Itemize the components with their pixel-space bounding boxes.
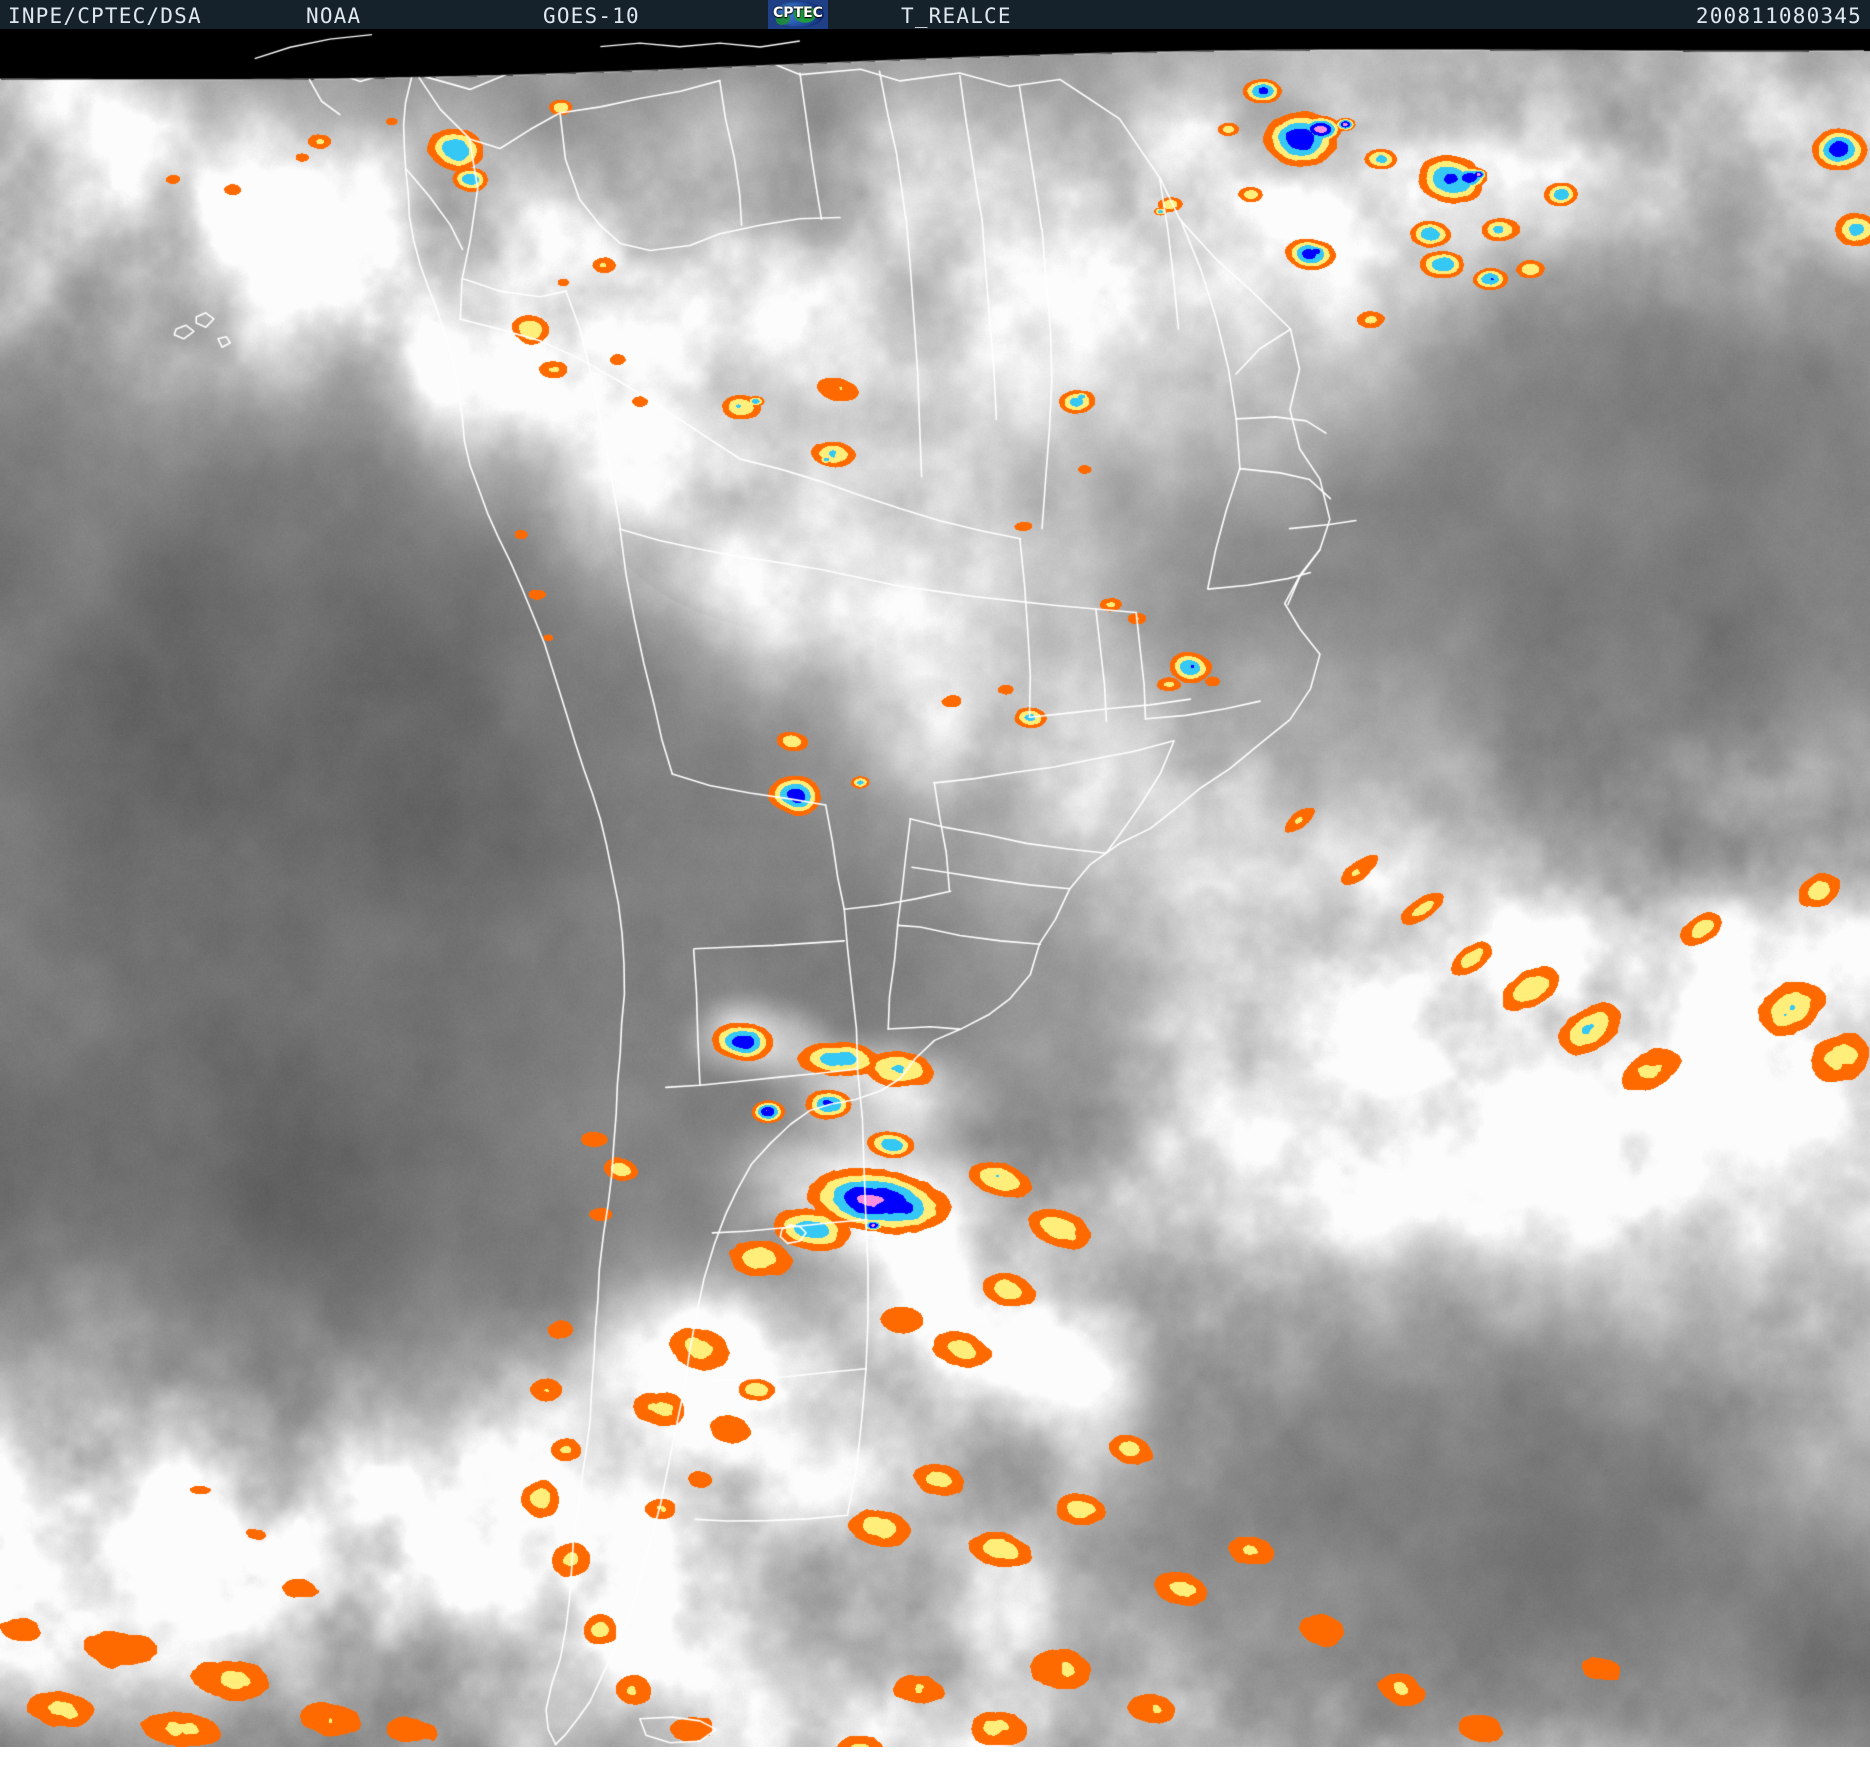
product-label: T_REALCE: [901, 4, 1012, 28]
globe-icon: CPTEC: [768, 0, 828, 29]
agency-label: NOAA: [306, 4, 362, 28]
satellite-raster: [0, 29, 1870, 1747]
satellite-image: [0, 29, 1870, 1747]
legend-strip: -80-70-60-50-40-30 Temperatura Celsius: [0, 1747, 1870, 1770]
institute-label: INPE/CPTEC/DSA: [8, 4, 202, 28]
cptec-logo-text: CPTEC: [773, 5, 823, 21]
satellite-label: GOES-10: [543, 4, 640, 28]
timestamp-label: 200811080345: [1695, 4, 1862, 28]
header-bar: INPE/CPTEC/DSA NOAA GOES-10 T_REALCE 200…: [0, 0, 1870, 29]
globe-landmass-left: [776, 14, 790, 25]
